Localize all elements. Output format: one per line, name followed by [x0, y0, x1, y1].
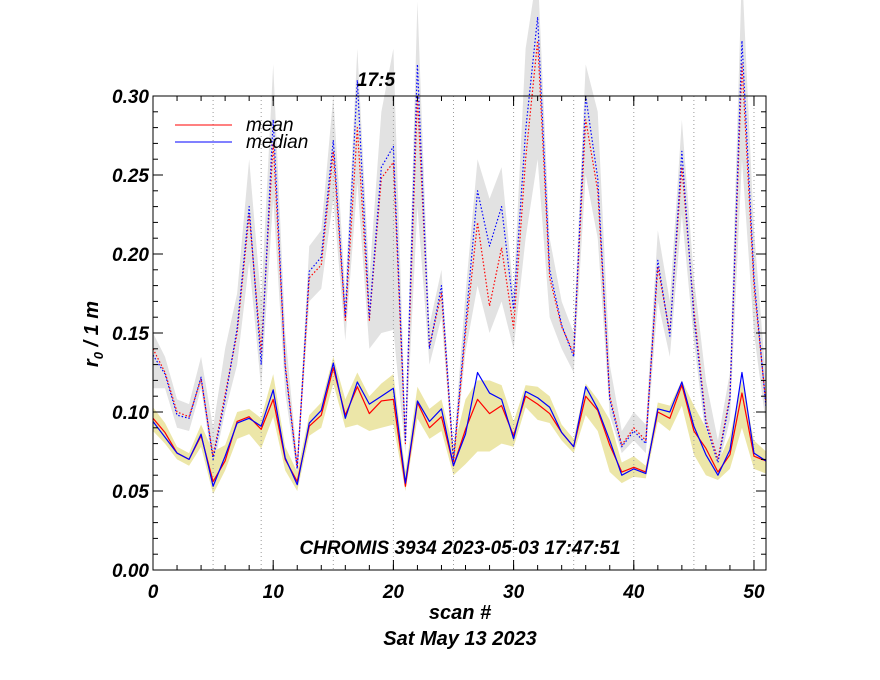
- time-marker: 17:5: [357, 70, 395, 91]
- y-axis-title-unit: / 1 m: [81, 301, 103, 352]
- x-tick-label: 10: [263, 582, 285, 603]
- vertical-guides: [212, 96, 755, 570]
- series-mean-dotted: [153, 40, 766, 468]
- series-lines: [153, 16, 766, 487]
- x-tick-label: 30: [503, 582, 525, 603]
- y-tick-label: 0.15: [112, 324, 149, 345]
- x-tick-label: 0: [148, 582, 159, 603]
- legend-label-median: median: [246, 132, 308, 153]
- legend: mean median: [175, 115, 308, 153]
- series-median-dotted: [153, 16, 766, 470]
- band-mean-range: [153, 356, 766, 495]
- series-mean: [153, 367, 766, 487]
- legend-label-mean: mean: [246, 115, 294, 136]
- plot-frame: [152, 95, 767, 571]
- y-tick-label: 0.25: [112, 166, 149, 187]
- series-median: [153, 362, 766, 487]
- svg-text:r0 / 1 m: r0 / 1 m: [81, 301, 106, 367]
- y-axis-title-subscript: 0: [91, 351, 106, 359]
- axes: 0 10 20 30 40 50 0.00 0.05 0.10 0.15 0.20 0.25 0.30: [112, 87, 767, 603]
- x-tick-label: 40: [622, 582, 645, 603]
- y-axis-title-r: r: [81, 358, 103, 367]
- range-bands: [153, 0, 766, 495]
- y-tick-label: 0.00: [112, 561, 149, 582]
- y-tick-label: 0.10: [112, 403, 149, 424]
- y-tick-label: 0.30: [112, 87, 149, 108]
- y-tick-label: 0.20: [112, 245, 149, 266]
- x-axis-title: scan #: [429, 602, 492, 624]
- y-tick-label: 0.05: [112, 482, 149, 503]
- x-tick-label: 50: [743, 582, 765, 603]
- x-tick-label: 20: [382, 582, 405, 603]
- instrument-annotation: CHROMIS 3934 2023-05-03 17:47:51: [299, 538, 620, 559]
- date-label: Sat May 13 2023: [383, 628, 536, 650]
- y-axis-title: r0 / 1 m: [81, 301, 106, 367]
